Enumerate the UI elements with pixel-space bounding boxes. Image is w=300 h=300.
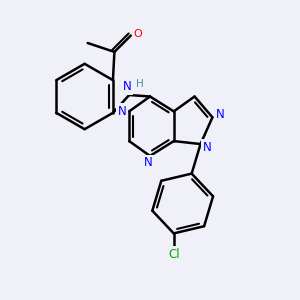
Text: N: N [117, 105, 126, 118]
Text: N: N [144, 156, 153, 169]
Text: N: N [123, 80, 132, 93]
Text: N: N [203, 140, 212, 154]
Text: Cl: Cl [168, 248, 179, 261]
Text: N: N [215, 108, 224, 121]
Text: H: H [136, 79, 143, 89]
Text: O: O [133, 29, 142, 39]
